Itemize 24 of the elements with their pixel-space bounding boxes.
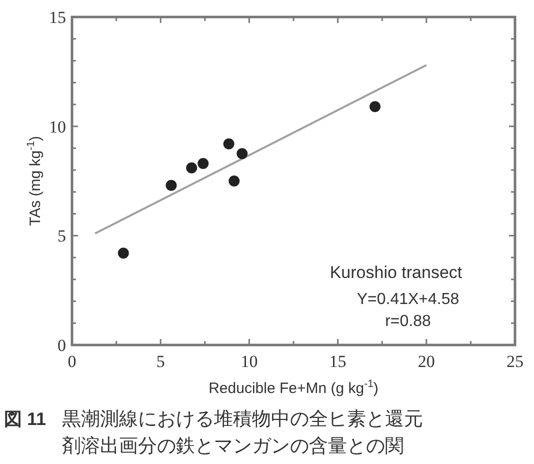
y-tick-label: 5 <box>58 226 66 246</box>
point <box>186 162 198 174</box>
point <box>223 138 234 150</box>
x-tick-label: 5 <box>156 352 165 371</box>
y-tick-label: 10 <box>49 117 66 136</box>
point <box>198 158 209 170</box>
text: 黒潮測線における堆積物中の全ヒ素と還元 <box>62 409 423 430</box>
x-tick-label: 15 <box>329 352 346 371</box>
annotation: r=0.88 <box>385 313 432 330</box>
point <box>166 180 177 191</box>
x-tick-label: 25 <box>506 352 524 371</box>
annotation: Y=0.41X+4.58 <box>356 291 460 308</box>
caption: 図 11 <box>4 409 46 429</box>
point <box>118 248 129 259</box>
x-tick-label: 10 <box>240 352 258 371</box>
text: 剤溶出画分の鉄とマンガンの含量との関 <box>62 435 404 457</box>
y-tick-label: 15 <box>49 8 66 27</box>
x-tick-label: 20 <box>418 352 435 371</box>
y-tick-label: 0 <box>58 336 66 355</box>
point <box>236 148 248 160</box>
annotation: Kuroshio transect <box>330 263 462 282</box>
point <box>370 101 381 112</box>
point <box>228 176 240 186</box>
x-axis-title: Reducible Fe+Mn (g kg$^{-1}$) <box>208 378 378 397</box>
